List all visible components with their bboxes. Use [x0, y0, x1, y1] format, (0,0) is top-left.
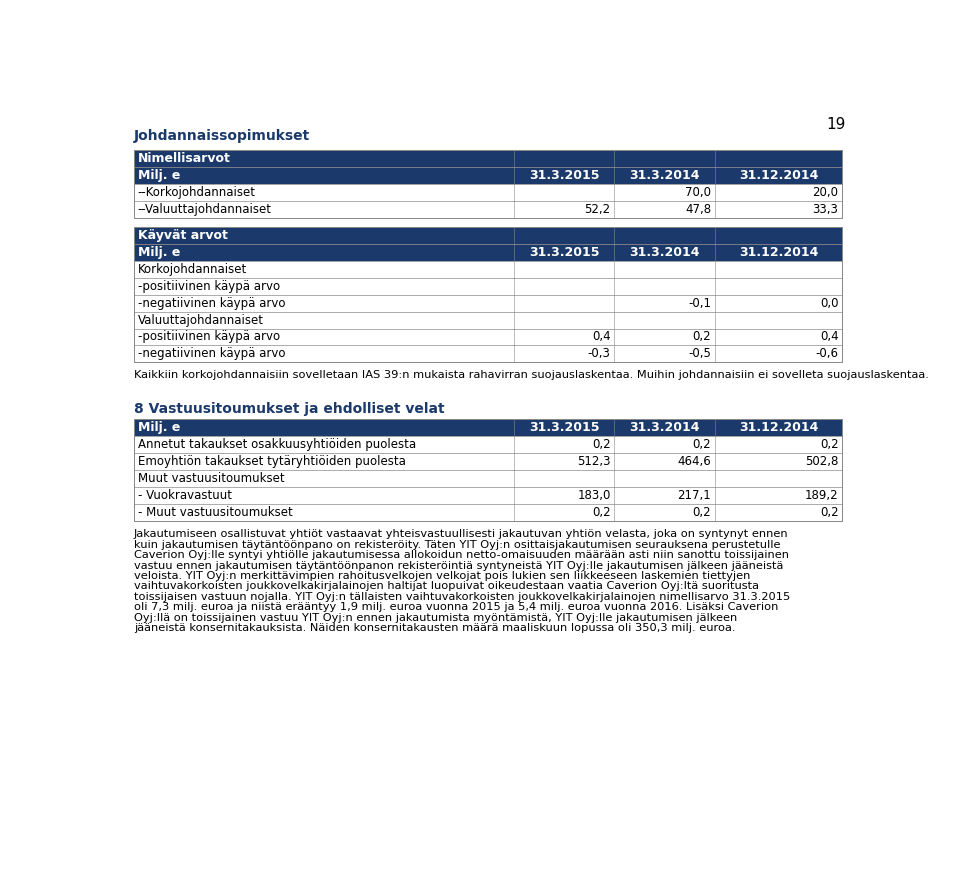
Text: 0,4: 0,4 [592, 331, 611, 343]
Text: 20,0: 20,0 [812, 185, 838, 199]
Text: - Vuokravastuut: - Vuokravastuut [138, 489, 231, 502]
Text: -0,1: -0,1 [688, 297, 711, 310]
Text: 31.3.2015: 31.3.2015 [529, 246, 599, 259]
Text: toissijaisen vastuun nojalla. YIT Oyj:n tällaisten vaihtuvakorkoisten joukkovelk: toissijaisen vastuun nojalla. YIT Oyj:n … [134, 592, 790, 602]
Text: jääneistä konsernitakauksista. Näiden konsernitakausten määrä maaliskuun lopussa: jääneistä konsernitakauksista. Näiden ko… [134, 623, 735, 633]
Text: 52,2: 52,2 [585, 202, 611, 216]
Bar [134, 312, 842, 329]
Text: veloista. YIT Oyj:n merkittävimpien rahoitusvelkojen velkojat pois lukien sen li: veloista. YIT Oyj:n merkittävimpien raho… [134, 571, 751, 582]
Bar [134, 150, 842, 167]
Text: 31.12.2014: 31.12.2014 [739, 246, 819, 259]
Bar [134, 201, 842, 218]
Text: Nimellisarvot: Nimellisarvot [138, 151, 230, 165]
Bar [134, 419, 842, 436]
Bar [134, 227, 842, 244]
Text: kuin jakautumisen täytäntöönpano on rekisteröity. Täten YIT Oyj:n osittaisjakaut: kuin jakautumisen täytäntöönpano on reki… [134, 540, 780, 550]
Text: 31.3.2015: 31.3.2015 [529, 421, 599, 435]
Text: Kaikkiin korkojohdannaisiin sovelletaan IAS 39:n mukaista rahavirran suojauslask: Kaikkiin korkojohdannaisiin sovelletaan … [134, 370, 929, 380]
Text: 183,0: 183,0 [577, 489, 611, 502]
Text: Milj. e: Milj. e [138, 246, 180, 259]
Text: Muut vastuusitoumukset: Muut vastuusitoumukset [138, 472, 284, 485]
Text: Oyj:llä on toissijainen vastuu YIT Oyj:n ennen jakautumista myöntämistä, YIT Oyj: Oyj:llä on toissijainen vastuu YIT Oyj:n… [134, 613, 737, 623]
Text: --Korkojohdannaiset: --Korkojohdannaiset [138, 185, 255, 199]
Text: Milj. e: Milj. e [138, 421, 180, 435]
Bar [134, 167, 842, 184]
Bar [134, 278, 842, 295]
Text: Caverion Oyj:lle syntyi yhtiölle jakautumisessa allokoidun netto-omaisuuden määr: Caverion Oyj:lle syntyi yhtiölle jakautu… [134, 550, 789, 560]
Text: oli 7,3 milj. euroa ja niistä erääntyy 1,9 milj. euroa vuonna 2015 ja 5,4 milj. : oli 7,3 milj. euroa ja niistä erääntyy 1… [134, 602, 779, 612]
Text: 512,3: 512,3 [577, 455, 611, 469]
Text: Korkojohdannaiset: Korkojohdannaiset [138, 263, 247, 276]
Bar [134, 184, 842, 201]
Text: -positiivinen käypä arvo: -positiivinen käypä arvo [138, 331, 280, 343]
Text: Emoyhtiön takaukset tytäryhtiöiden puolesta: Emoyhtiön takaukset tytäryhtiöiden puole… [138, 455, 406, 469]
Text: vastuu ennen jakautumisen täytäntöönpanon rekisteröintiä syntyneistä YIT Oyj:lle: vastuu ennen jakautumisen täytäntöönpano… [134, 561, 783, 571]
Text: 31.12.2014: 31.12.2014 [739, 421, 819, 435]
Text: 0,2: 0,2 [693, 331, 711, 343]
Bar [134, 504, 842, 521]
Text: Milj. e: Milj. e [138, 168, 180, 182]
Text: 8 Vastuusitoumukset ja ehdolliset velat: 8 Vastuusitoumukset ja ehdolliset velat [134, 402, 444, 417]
Text: 33,3: 33,3 [812, 202, 838, 216]
Text: 31.12.2014: 31.12.2014 [739, 168, 819, 182]
Text: 19: 19 [827, 116, 846, 132]
Text: 0,0: 0,0 [820, 297, 838, 310]
Text: 0,2: 0,2 [592, 506, 611, 519]
Bar [134, 244, 842, 261]
Bar [134, 436, 842, 453]
Text: 0,2: 0,2 [820, 438, 838, 452]
Text: 0,4: 0,4 [820, 331, 838, 343]
Text: Valuuttajohdannaiset: Valuuttajohdannaiset [138, 314, 264, 326]
Text: --Valuuttajohdannaiset: --Valuuttajohdannaiset [138, 202, 272, 216]
Text: Jakautumiseen osallistuvat yhtiöt vastaavat yhteisvastuullisesti jakautuvan yhti: Jakautumiseen osallistuvat yhtiöt vastaa… [134, 530, 788, 539]
Text: -negatiivinen käypä arvo: -negatiivinen käypä arvo [138, 348, 285, 360]
Text: -negatiivinen käypä arvo: -negatiivinen käypä arvo [138, 297, 285, 310]
Text: 0,2: 0,2 [693, 438, 711, 452]
Text: 502,8: 502,8 [805, 455, 838, 469]
Bar [134, 453, 842, 470]
Bar [134, 470, 842, 487]
Text: 47,8: 47,8 [685, 202, 711, 216]
Text: Käyvät arvot: Käyvät arvot [138, 228, 228, 242]
Text: -positiivinen käypä arvo: -positiivinen käypä arvo [138, 280, 280, 293]
Text: vaihtuvakorkoisten joukkovelkakirjalainojen haltijat luopuivat oikeudestaan vaat: vaihtuvakorkoisten joukkovelkakirjalaino… [134, 582, 759, 591]
Text: 31.3.2015: 31.3.2015 [529, 168, 599, 182]
Bar [134, 487, 842, 504]
Bar [134, 261, 842, 278]
Text: -0,5: -0,5 [688, 348, 711, 360]
Text: 0,2: 0,2 [693, 506, 711, 519]
Text: 0,2: 0,2 [820, 506, 838, 519]
Text: 31.3.2014: 31.3.2014 [630, 168, 700, 182]
Text: 31.3.2014: 31.3.2014 [630, 246, 700, 259]
Text: 70,0: 70,0 [685, 185, 711, 199]
Text: 217,1: 217,1 [678, 489, 711, 502]
Text: 31.3.2014: 31.3.2014 [630, 421, 700, 435]
Bar [134, 329, 842, 346]
Text: -0,3: -0,3 [588, 348, 611, 360]
Text: 189,2: 189,2 [804, 489, 838, 502]
Text: Annetut takaukset osakkuusyhtiöiden puolesta: Annetut takaukset osakkuusyhtiöiden puol… [138, 438, 416, 452]
Text: -0,6: -0,6 [815, 348, 838, 360]
Text: Johdannaissopimukset: Johdannaissopimukset [134, 129, 310, 143]
Text: 0,2: 0,2 [592, 438, 611, 452]
Text: - Muut vastuusitoumukset: - Muut vastuusitoumukset [138, 506, 293, 519]
Text: 464,6: 464,6 [678, 455, 711, 469]
Bar [134, 295, 842, 312]
Bar [134, 346, 842, 362]
